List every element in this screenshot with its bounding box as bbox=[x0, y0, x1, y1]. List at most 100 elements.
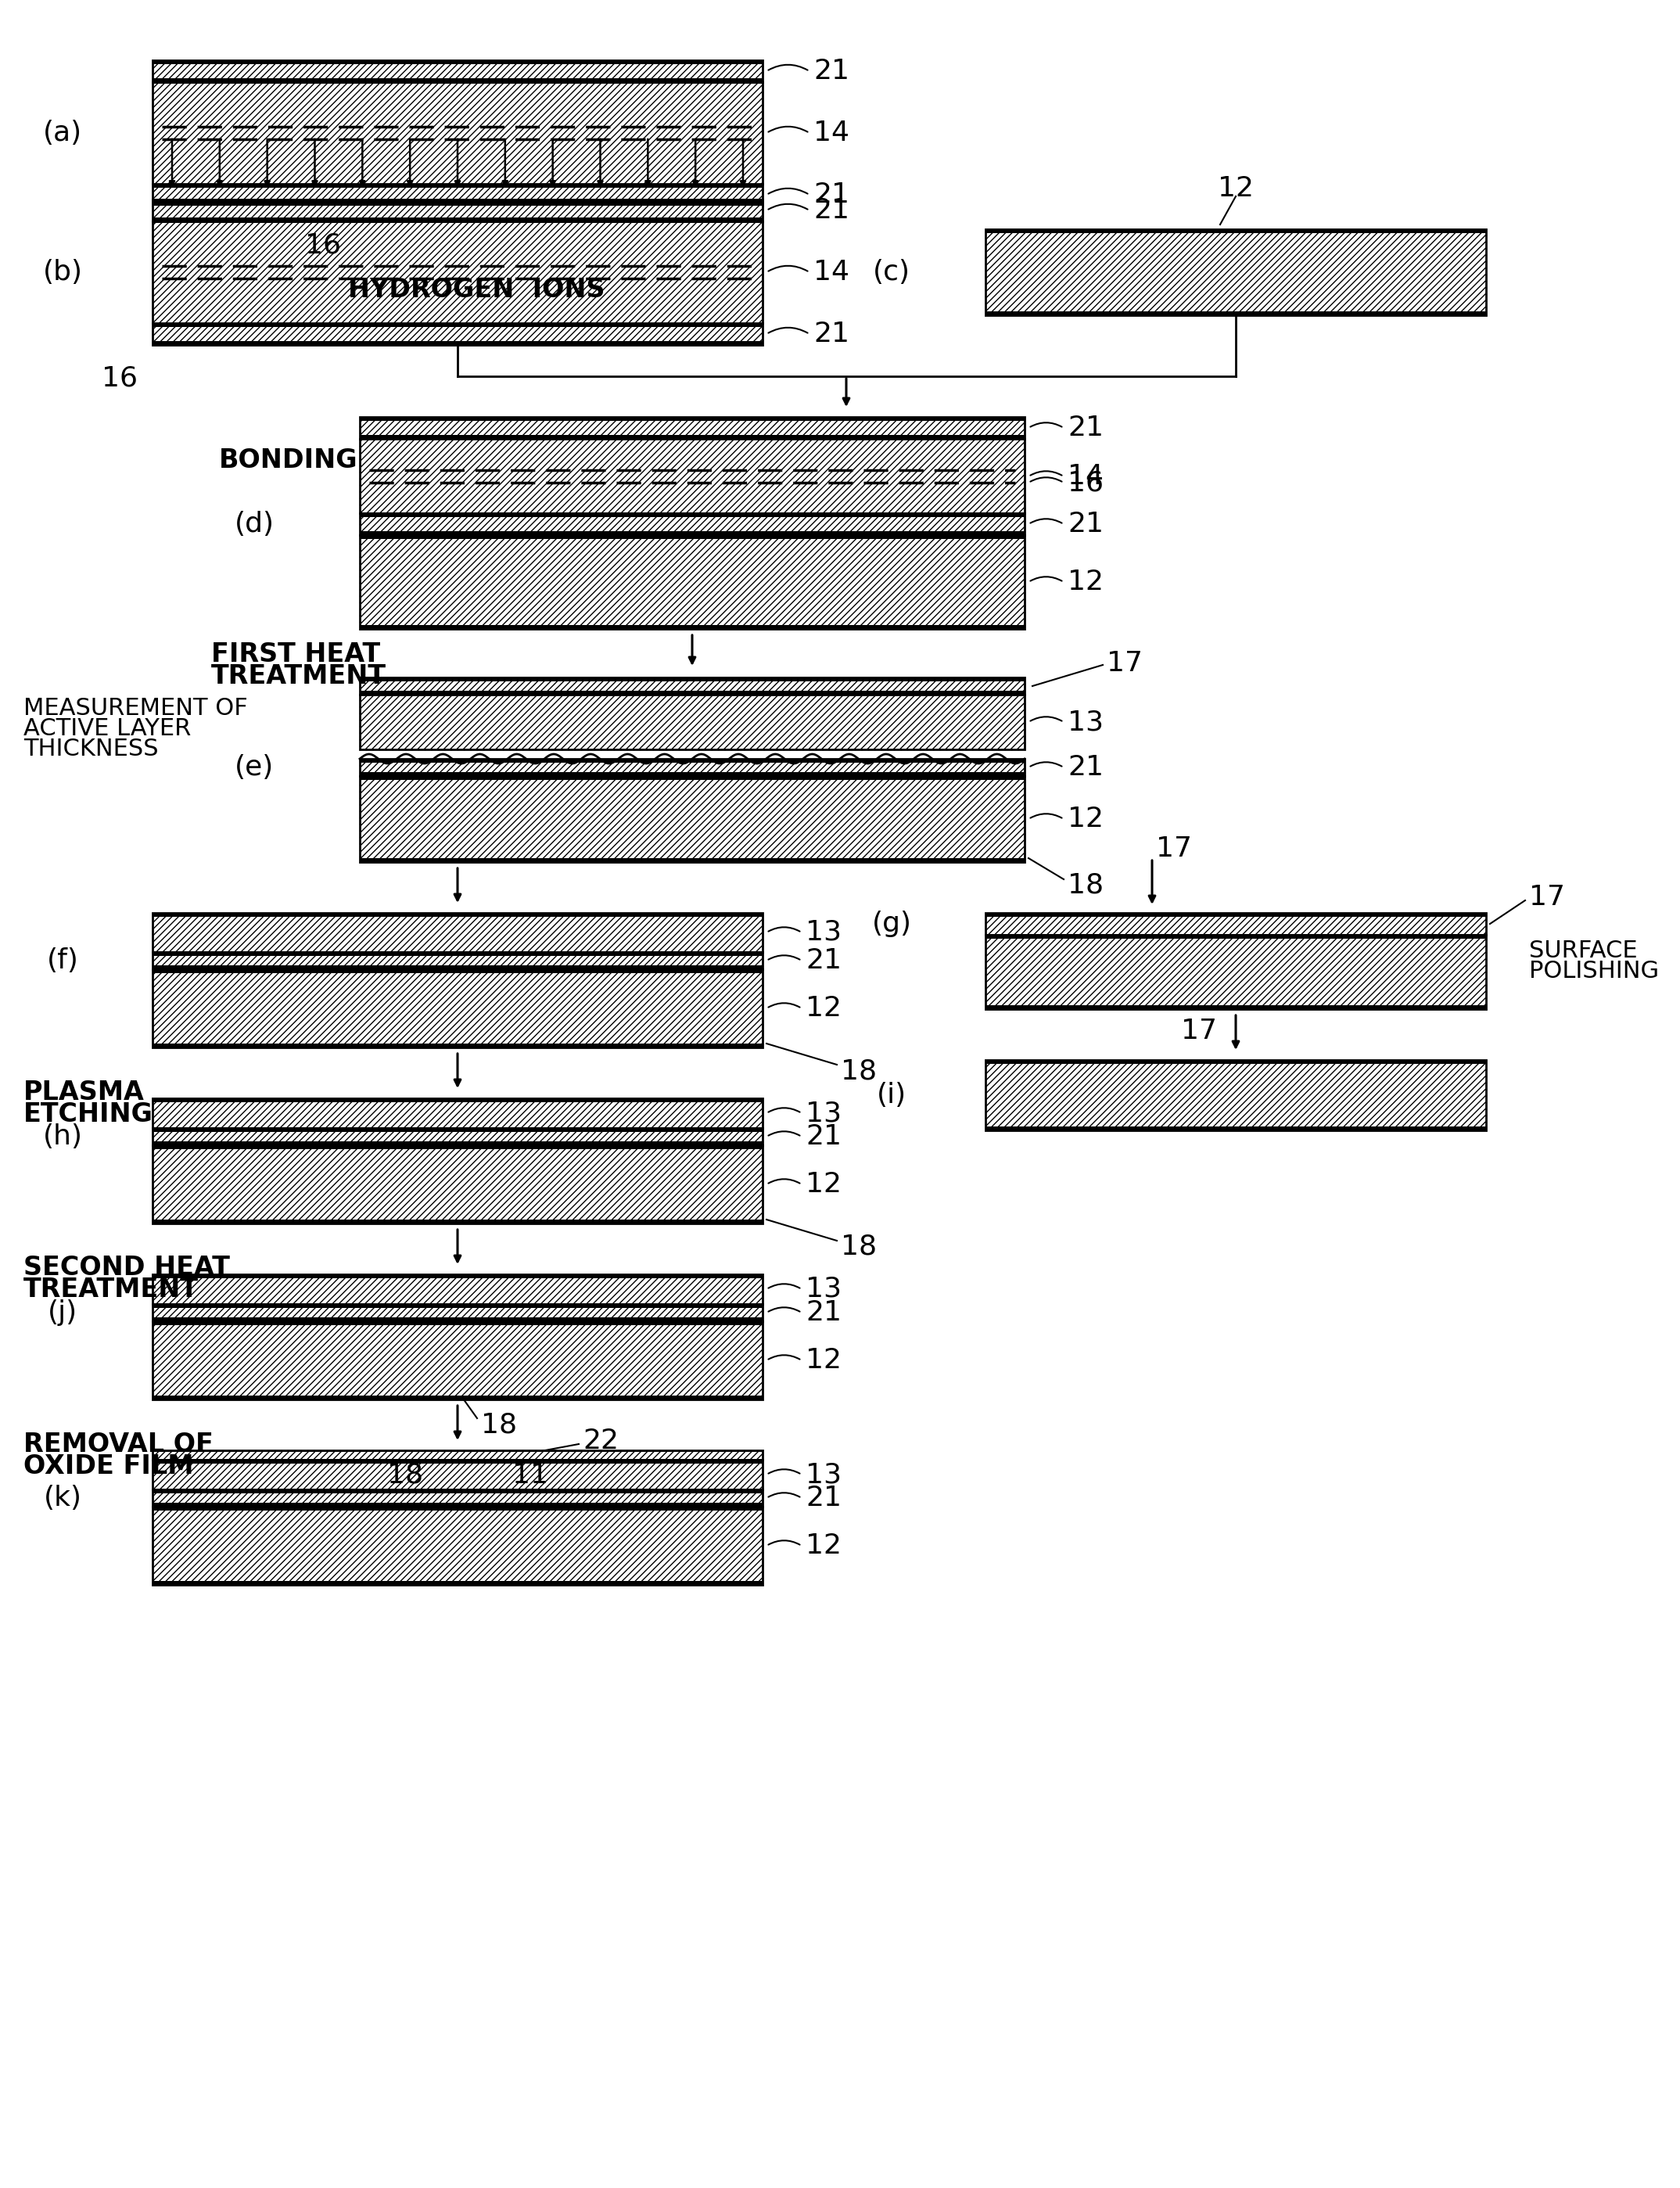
Text: TREATMENT: TREATMENT bbox=[212, 663, 386, 689]
Text: 17: 17 bbox=[1107, 650, 1142, 676]
Bar bbox=[360, 678, 1025, 680]
Bar bbox=[360, 536, 1025, 538]
Bar bbox=[153, 1219, 763, 1223]
Bar bbox=[153, 912, 763, 952]
Bar bbox=[153, 341, 763, 346]
Bar bbox=[986, 934, 1487, 1009]
Bar bbox=[153, 1490, 763, 1508]
Bar bbox=[153, 1322, 763, 1326]
Text: 12: 12 bbox=[1218, 175, 1253, 201]
Bar bbox=[153, 79, 763, 83]
Text: 13: 13 bbox=[806, 1276, 842, 1302]
Bar bbox=[153, 201, 763, 206]
Text: ETCHING: ETCHING bbox=[24, 1101, 153, 1127]
Bar bbox=[360, 435, 1025, 440]
Bar bbox=[153, 1144, 763, 1149]
Bar bbox=[986, 1004, 1487, 1009]
Bar bbox=[153, 1396, 763, 1400]
Text: (a): (a) bbox=[44, 120, 82, 147]
Text: OXIDE FILM: OXIDE FILM bbox=[24, 1453, 193, 1479]
Bar bbox=[153, 83, 763, 184]
Bar bbox=[360, 858, 1025, 862]
Bar bbox=[153, 1508, 763, 1584]
Bar bbox=[153, 324, 763, 326]
Text: 13: 13 bbox=[806, 919, 842, 945]
Text: 22: 22 bbox=[583, 1427, 618, 1455]
Text: 14: 14 bbox=[1067, 464, 1104, 490]
Text: HYDROGEN  IONS: HYDROGEN IONS bbox=[348, 278, 605, 304]
Bar bbox=[153, 1129, 763, 1144]
Text: (j): (j) bbox=[47, 1300, 77, 1326]
Text: 13: 13 bbox=[806, 1101, 842, 1127]
Bar bbox=[153, 1304, 763, 1308]
Text: 21: 21 bbox=[813, 182, 850, 208]
Bar bbox=[360, 514, 1025, 516]
Bar bbox=[360, 759, 1025, 777]
Bar bbox=[360, 694, 1025, 750]
Bar bbox=[153, 952, 763, 956]
Text: REMOVAL OF: REMOVAL OF bbox=[24, 1431, 213, 1457]
Bar bbox=[153, 1459, 763, 1464]
Bar bbox=[360, 536, 1025, 628]
Text: SECOND HEAT: SECOND HEAT bbox=[24, 1256, 230, 1280]
Bar bbox=[986, 230, 1487, 234]
Bar bbox=[360, 777, 1025, 862]
Text: 18: 18 bbox=[480, 1411, 517, 1438]
Text: 17: 17 bbox=[1181, 1017, 1216, 1044]
Text: 12: 12 bbox=[806, 1532, 842, 1560]
Bar bbox=[153, 217, 763, 221]
Bar bbox=[360, 532, 1025, 536]
Text: MEASUREMENT OF: MEASUREMENT OF bbox=[24, 696, 247, 720]
Bar bbox=[153, 1144, 763, 1223]
Bar bbox=[153, 184, 763, 206]
Text: BONDING: BONDING bbox=[218, 449, 358, 473]
Text: 12: 12 bbox=[1067, 569, 1104, 595]
Bar bbox=[153, 324, 763, 346]
Bar bbox=[153, 965, 763, 969]
Bar bbox=[153, 1129, 763, 1131]
Text: 21: 21 bbox=[813, 57, 850, 85]
Bar bbox=[153, 1273, 763, 1304]
Text: 18: 18 bbox=[386, 1462, 423, 1488]
Bar bbox=[986, 912, 1487, 934]
Bar bbox=[360, 777, 1025, 779]
Text: FIRST HEAT: FIRST HEAT bbox=[212, 641, 380, 667]
Bar bbox=[153, 199, 763, 221]
Bar bbox=[360, 626, 1025, 628]
Text: 17: 17 bbox=[1529, 884, 1566, 910]
Text: 14: 14 bbox=[813, 120, 850, 147]
Bar bbox=[153, 184, 763, 188]
Bar bbox=[153, 61, 763, 83]
Text: 11: 11 bbox=[512, 1462, 548, 1488]
Bar bbox=[153, 1322, 763, 1400]
Text: SURFACE: SURFACE bbox=[1529, 939, 1638, 963]
Text: 12: 12 bbox=[806, 1348, 842, 1374]
Text: THICKNESS: THICKNESS bbox=[24, 737, 158, 759]
Bar bbox=[986, 1059, 1487, 1131]
Text: 21: 21 bbox=[1067, 755, 1104, 781]
Text: (f): (f) bbox=[47, 947, 79, 974]
Text: POLISHING: POLISHING bbox=[1529, 961, 1658, 982]
Bar bbox=[153, 1098, 763, 1129]
Text: 12: 12 bbox=[806, 996, 842, 1022]
Text: 21: 21 bbox=[806, 1300, 842, 1326]
Bar bbox=[153, 969, 763, 1048]
Bar bbox=[360, 418, 1025, 440]
Text: 14: 14 bbox=[813, 258, 850, 284]
Text: 21: 21 bbox=[813, 322, 850, 348]
Bar bbox=[986, 912, 1487, 917]
Bar bbox=[986, 1059, 1487, 1063]
Bar bbox=[153, 1582, 763, 1584]
Bar bbox=[153, 952, 763, 969]
Bar bbox=[153, 61, 763, 63]
Text: (h): (h) bbox=[42, 1122, 82, 1151]
Bar bbox=[153, 1304, 763, 1322]
Bar bbox=[153, 1317, 763, 1322]
Text: (d): (d) bbox=[235, 510, 274, 538]
Text: 17: 17 bbox=[1156, 836, 1191, 862]
Text: 16: 16 bbox=[306, 232, 341, 258]
Bar bbox=[153, 1098, 763, 1103]
Text: 21: 21 bbox=[1067, 414, 1104, 442]
Bar bbox=[153, 1503, 763, 1508]
Text: 21: 21 bbox=[806, 947, 842, 974]
